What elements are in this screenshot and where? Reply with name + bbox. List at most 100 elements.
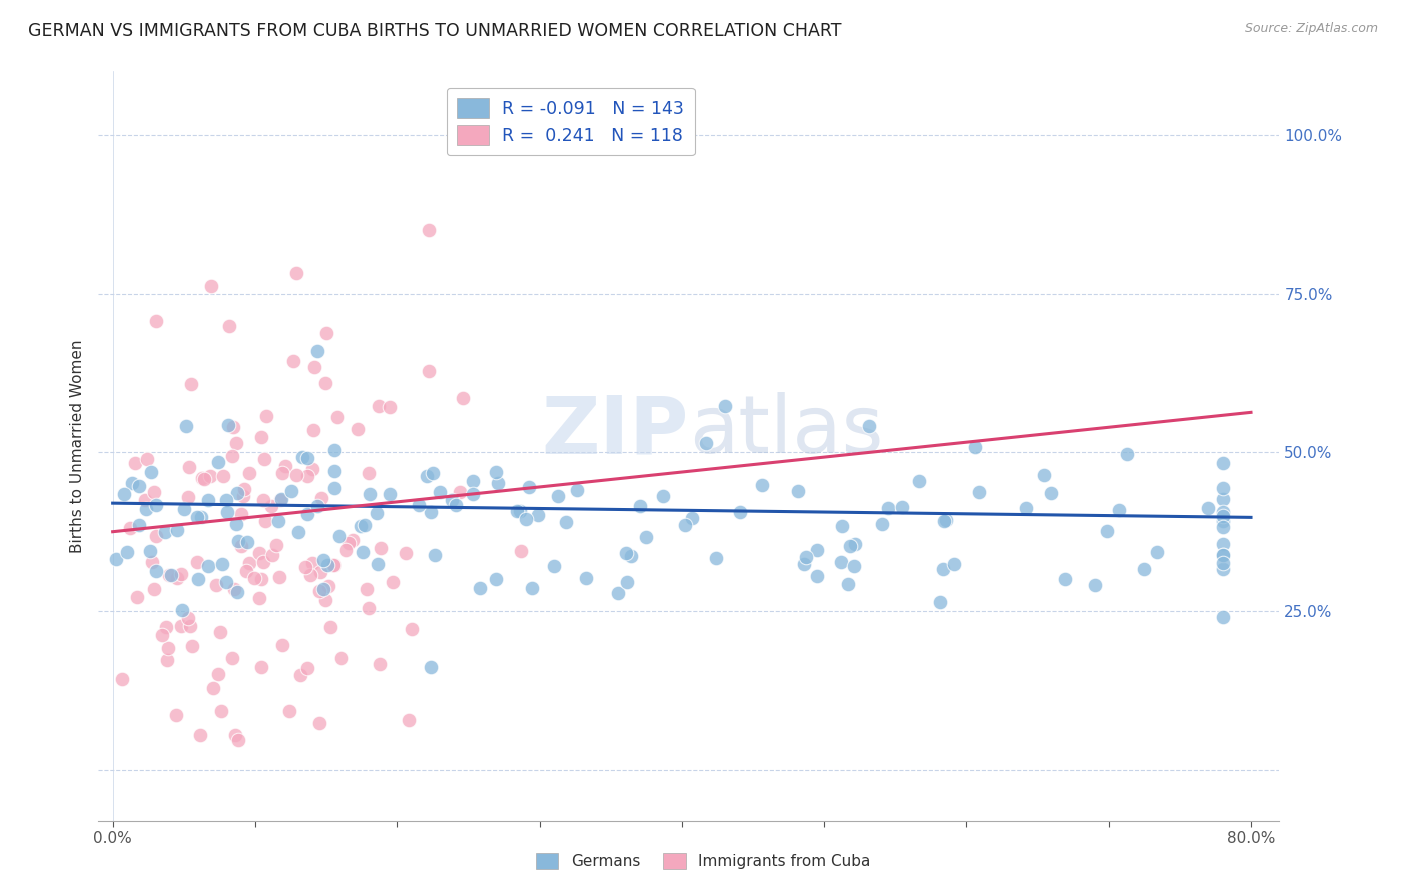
Point (197, 475, 219, 489)
Point (224, 728, 246, 742)
Point (174, 505, 197, 519)
Point (266, 450, 288, 464)
Point (180, 377, 202, 392)
Point (418, 364, 440, 378)
Point (287, 505, 309, 519)
Point (207, 667, 229, 681)
Point (337, 536, 360, 550)
Point (837, 569, 859, 583)
Point (786, 558, 808, 572)
Point (751, 584, 773, 599)
Point (301, 461, 323, 475)
Point (335, 543, 357, 558)
Point (269, 492, 291, 507)
Point (1212, 525, 1234, 540)
Point (141, 555, 163, 569)
Point (271, 466, 294, 480)
Point (695, 523, 717, 537)
Point (449, 484, 471, 499)
Point (1146, 597, 1168, 611)
Point (890, 556, 912, 570)
Point (330, 651, 353, 665)
Point (135, 478, 157, 492)
Point (285, 267, 308, 281)
Point (485, 489, 508, 503)
Point (1084, 568, 1107, 582)
Point (209, 625, 232, 640)
Point (153, 478, 176, 492)
Point (1212, 562, 1234, 576)
Point (1212, 524, 1234, 539)
Point (328, 533, 350, 547)
Point (408, 486, 430, 500)
Point (247, 546, 270, 560)
Legend: R = -0.091   N = 143, R =  0.241   N = 118: R = -0.091 N = 143, R = 0.241 N = 118 (447, 87, 695, 155)
Point (619, 455, 641, 469)
Point (311, 502, 333, 516)
Point (252, 554, 274, 568)
Point (838, 541, 860, 556)
Point (120, 521, 142, 535)
Point (1133, 547, 1156, 561)
Point (1116, 554, 1139, 568)
Point (796, 559, 818, 574)
Point (235, 564, 257, 578)
Point (806, 524, 828, 539)
Text: atlas: atlas (689, 392, 883, 470)
Point (342, 533, 364, 547)
Point (1212, 424, 1234, 438)
Point (543, 492, 565, 507)
Point (359, 601, 381, 615)
Point (128, 545, 150, 559)
Point (115, 524, 138, 538)
Point (309, 491, 332, 506)
Point (274, 458, 297, 473)
Point (197, 585, 219, 599)
Point (186, 475, 208, 490)
Point (238, 466, 260, 480)
Point (323, 486, 346, 500)
Point (139, 465, 162, 479)
Y-axis label: Births to Unmarried Women: Births to Unmarried Women (69, 339, 84, 553)
Point (527, 662, 550, 676)
Point (793, 563, 815, 577)
Point (422, 507, 444, 521)
Point (252, 493, 274, 508)
Point (382, 574, 405, 589)
Point (295, 520, 318, 534)
Point (295, 468, 318, 483)
Point (870, 466, 893, 480)
Point (179, 459, 201, 474)
Point (225, 436, 247, 450)
Point (254, 409, 277, 423)
Point (231, 539, 253, 553)
Point (420, 508, 443, 522)
Point (440, 474, 463, 488)
Point (193, 472, 215, 486)
Point (350, 570, 373, 584)
Point (614, 483, 637, 498)
Point (354, 582, 377, 597)
Point (547, 508, 569, 522)
Point (308, 716, 330, 731)
Point (628, 478, 651, 492)
Point (1212, 501, 1234, 516)
Point (651, 498, 673, 512)
Point (301, 423, 323, 437)
Point (190, 603, 212, 617)
Point (844, 470, 866, 484)
Point (486, 510, 509, 524)
Point (201, 681, 224, 695)
Point (830, 556, 852, 570)
Point (506, 479, 529, 493)
Point (121, 504, 143, 518)
Point (191, 471, 214, 485)
Point (451, 391, 474, 405)
Point (380, 400, 402, 414)
Point (159, 556, 181, 570)
Point (226, 496, 249, 510)
Text: GERMAN VS IMMIGRANTS FROM CUBA BIRTHS TO UNMARRIED WOMEN CORRELATION CHART: GERMAN VS IMMIGRANTS FROM CUBA BIRTHS TO… (28, 22, 842, 40)
Point (222, 420, 245, 434)
Point (515, 555, 537, 569)
Point (166, 491, 188, 506)
